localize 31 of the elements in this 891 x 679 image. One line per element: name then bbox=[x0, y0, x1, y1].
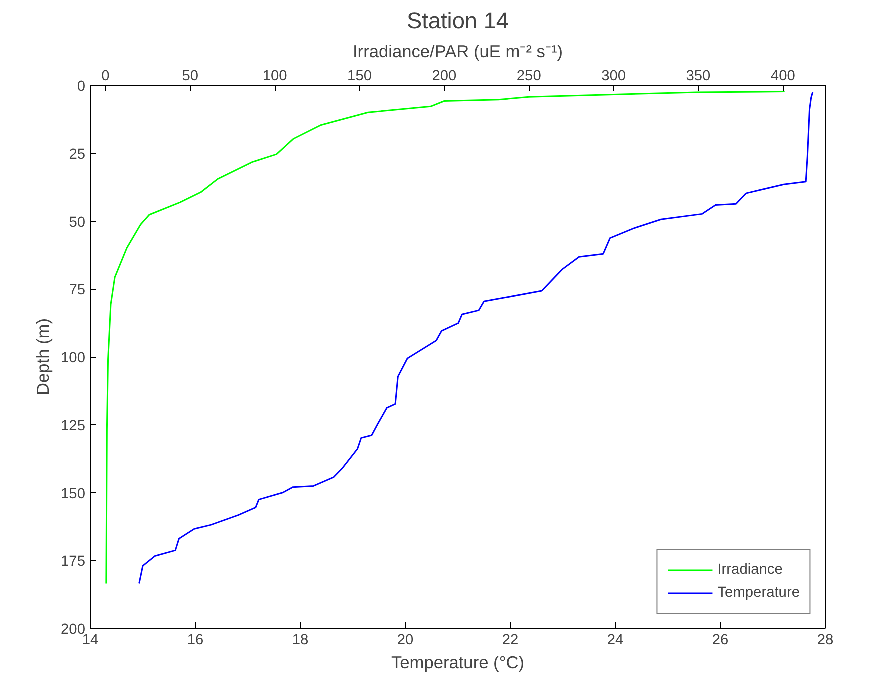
x-tick-label: 14 bbox=[82, 632, 99, 648]
x-tick-label: 22 bbox=[502, 632, 519, 648]
y-axis-title: Depth (m) bbox=[33, 318, 54, 396]
x-tick-label: 24 bbox=[607, 632, 624, 648]
x2-tick-label: 350 bbox=[686, 68, 711, 84]
x-tick-label: 16 bbox=[187, 632, 204, 648]
x2-tick-label: 150 bbox=[348, 68, 372, 84]
y-tick-label: 100 bbox=[61, 350, 86, 366]
y-tick-label: 50 bbox=[69, 214, 86, 231]
x2-axis-title: Irradiance/PAR (uE m⁻² s⁻¹) bbox=[352, 42, 564, 62]
y-tick-label: 0 bbox=[77, 79, 86, 95]
y-tick-label: 75 bbox=[69, 282, 86, 299]
x-tick-label: 26 bbox=[712, 632, 729, 648]
legend-label: Irradiance bbox=[718, 562, 783, 578]
x-tick-label: 18 bbox=[292, 632, 309, 648]
y-tick-label: 25 bbox=[69, 146, 86, 163]
y-tick-label: 150 bbox=[61, 486, 86, 502]
legend-label: Temperature bbox=[718, 585, 800, 601]
x-tick-label: 20 bbox=[397, 632, 414, 648]
x-tick-label: 28 bbox=[817, 632, 834, 648]
x2-tick-label: 50 bbox=[182, 68, 199, 84]
x-axis-title: Temperature (°C) bbox=[391, 652, 525, 672]
x2-tick-label: 300 bbox=[602, 68, 626, 84]
x2-tick-label: 0 bbox=[102, 68, 110, 84]
x2-tick-label: 250 bbox=[516, 68, 542, 84]
x2-tick-label: 100 bbox=[262, 68, 288, 84]
y-tick-label: 175 bbox=[61, 554, 86, 570]
x2-tick-label: 400 bbox=[770, 68, 796, 84]
chart-title: Station 14 bbox=[406, 8, 510, 34]
x2-tick-label: 200 bbox=[432, 68, 457, 84]
y-tick-label: 125 bbox=[61, 418, 86, 434]
